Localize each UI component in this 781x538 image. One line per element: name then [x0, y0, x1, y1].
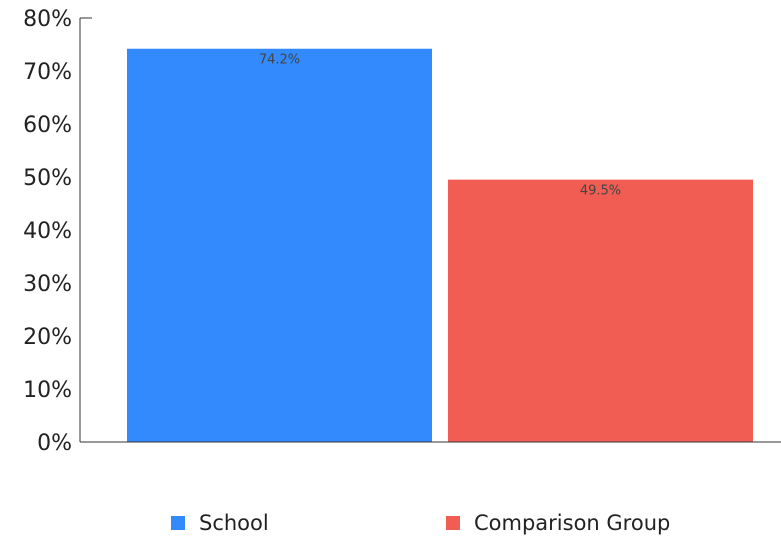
data-label: 49.5%	[580, 184, 621, 199]
data-labels: 74.2% 49.5%	[259, 53, 621, 199]
y-tick-label: 70%	[23, 60, 72, 85]
bar-school	[127, 48, 432, 443]
data-label: 74.2%	[259, 53, 300, 68]
y-tick-label: 20%	[23, 325, 72, 350]
legend-swatch	[171, 516, 185, 530]
y-tick-label: 0%	[37, 431, 72, 456]
y-tick-label: 60%	[23, 113, 72, 138]
y-axis-ticks: 0% 10% 20% 30% 40% 50% 60% 70% 80%	[23, 7, 72, 456]
legend-label: School	[199, 511, 269, 535]
y-tick-label: 10%	[23, 378, 72, 403]
legend-label: Comparison Group	[474, 511, 670, 535]
y-tick-label: 80%	[23, 7, 72, 32]
legend-swatch	[446, 516, 460, 530]
y-tick-label: 40%	[23, 219, 72, 244]
bar-comparison-group	[448, 179, 753, 442]
y-tick-label: 50%	[23, 166, 72, 191]
y-tick-label: 30%	[23, 272, 72, 297]
bars	[127, 48, 753, 443]
legend: School Comparison Group	[171, 511, 670, 535]
